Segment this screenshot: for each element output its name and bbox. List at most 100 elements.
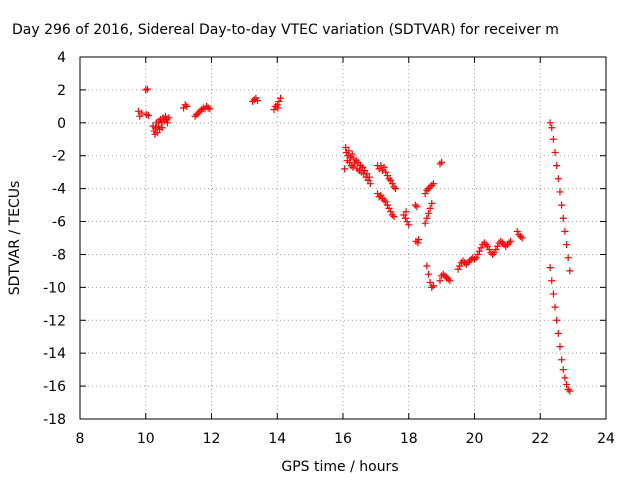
data-point (456, 262, 464, 270)
data-point (444, 275, 452, 283)
data-point (466, 257, 474, 265)
data-point (206, 105, 214, 113)
y-tick-label: -4 (52, 182, 66, 198)
data-point (462, 260, 470, 268)
data-point (489, 250, 497, 258)
y-tick-label: -12 (43, 313, 66, 329)
x-tick-label: 12 (203, 431, 221, 447)
data-point (204, 104, 212, 112)
data-points (135, 85, 574, 395)
data-point (546, 119, 554, 127)
data-point (411, 201, 419, 209)
data-point (546, 264, 554, 272)
data-point (270, 106, 278, 114)
data-point (401, 214, 409, 222)
data-point (345, 147, 353, 155)
data-point (454, 265, 462, 273)
y-tick-label: -16 (43, 379, 66, 395)
data-point (402, 208, 410, 216)
data-point (505, 239, 513, 247)
data-point (377, 162, 385, 170)
data-point (436, 160, 444, 168)
data-point (254, 97, 262, 105)
data-point (423, 262, 431, 270)
chart-title: Day 296 of 2016, Sidereal Day-to-day VTE… (12, 22, 559, 38)
data-point (517, 232, 525, 240)
data-point (551, 148, 559, 156)
data-point (196, 107, 204, 115)
data-point (554, 329, 562, 337)
data-point (429, 282, 437, 290)
y-tick-label: -2 (52, 149, 66, 165)
data-point (385, 175, 393, 183)
data-point (482, 241, 490, 249)
data-point (388, 180, 396, 188)
data-point (249, 97, 257, 105)
data-point (387, 176, 395, 184)
data-point (446, 277, 454, 285)
data-point (374, 190, 382, 198)
data-point (165, 114, 173, 122)
data-point (383, 201, 391, 209)
data-point (503, 241, 511, 249)
data-point (426, 183, 434, 191)
y-axis-label: SDTVAR / TECUs (7, 181, 23, 296)
y-tick-label: -8 (52, 247, 66, 263)
y-tick-label: -10 (43, 280, 66, 296)
data-point (423, 186, 431, 194)
axis-ticks: 8 10 12 14 16 18 20 22 24420-2-4-6-8-10-12-14-16… (43, 50, 615, 447)
data-point (403, 218, 411, 226)
data-point (439, 270, 447, 278)
data-point (150, 127, 158, 135)
data-point (558, 201, 566, 209)
data-point (566, 267, 574, 275)
data-point (382, 168, 390, 176)
x-tick-label: 14 (268, 431, 286, 447)
data-point (553, 162, 561, 170)
data-point (475, 247, 483, 255)
data-point (424, 185, 432, 193)
data-point (518, 234, 526, 242)
data-point (378, 195, 386, 203)
data-point (513, 227, 521, 235)
data-point (181, 101, 189, 109)
grid (80, 57, 606, 419)
data-point (387, 208, 395, 216)
data-point (144, 111, 152, 119)
data-point (559, 214, 567, 222)
x-tick-label: 22 (531, 431, 549, 447)
data-point (563, 241, 571, 249)
data-point (556, 188, 564, 196)
data-point (464, 259, 472, 267)
data-point (471, 255, 478, 263)
data-point (413, 203, 421, 211)
data-point (366, 180, 374, 188)
data-point (472, 254, 480, 262)
data-point (341, 165, 349, 173)
x-tick-label: 8 (76, 431, 85, 447)
data-point (421, 219, 429, 227)
data-point (438, 158, 446, 166)
data-point (436, 277, 444, 285)
data-point (138, 109, 146, 117)
data-point (365, 173, 373, 181)
data-point (191, 112, 199, 120)
data-point (380, 163, 388, 171)
data-point (198, 106, 206, 114)
data-point (563, 380, 571, 388)
data-point (507, 237, 515, 245)
data-point (385, 204, 393, 212)
data-point (549, 135, 557, 143)
data-point (163, 119, 171, 127)
data-point (348, 150, 356, 158)
data-point (351, 160, 359, 168)
data-point (549, 290, 557, 298)
data-point (158, 124, 166, 132)
y-tick-label: -18 (43, 412, 66, 428)
data-point (388, 211, 396, 219)
data-point (274, 104, 282, 112)
data-point (180, 104, 188, 112)
data-point (548, 124, 556, 132)
data-point (183, 102, 191, 110)
